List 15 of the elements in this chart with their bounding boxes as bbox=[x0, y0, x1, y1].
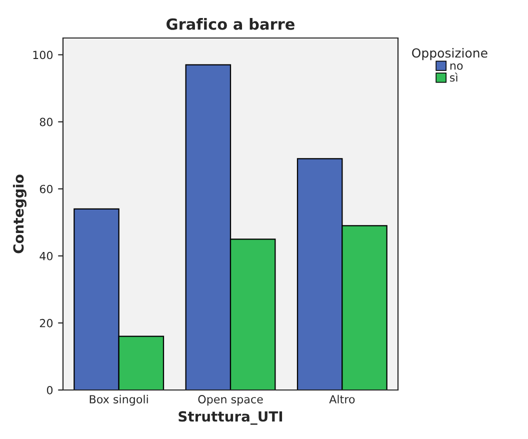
x-tick-label: Altro bbox=[329, 394, 355, 404]
x-axis-title: Struttura_UTI bbox=[178, 411, 282, 425]
y-tick-label: 20 bbox=[40, 318, 53, 328]
x-tick-label: Open space bbox=[198, 395, 263, 406]
x-tick-label: Box singoli bbox=[90, 394, 148, 406]
legend-label: no bbox=[450, 63, 463, 70]
y-tick-label: 0 bbox=[46, 386, 53, 394]
y-tick-label: 80 bbox=[40, 118, 53, 126]
legend-title: Opposizione bbox=[412, 48, 488, 60]
y-tick-label: 40 bbox=[40, 252, 53, 260]
y-tick-label: 100 bbox=[33, 50, 53, 60]
y-axis-title: Conteggio bbox=[12, 174, 27, 254]
y-tick-label: 60 bbox=[40, 184, 53, 194]
chart-title: Grafico a barre bbox=[166, 18, 294, 30]
legend-label: sì bbox=[450, 72, 458, 82]
